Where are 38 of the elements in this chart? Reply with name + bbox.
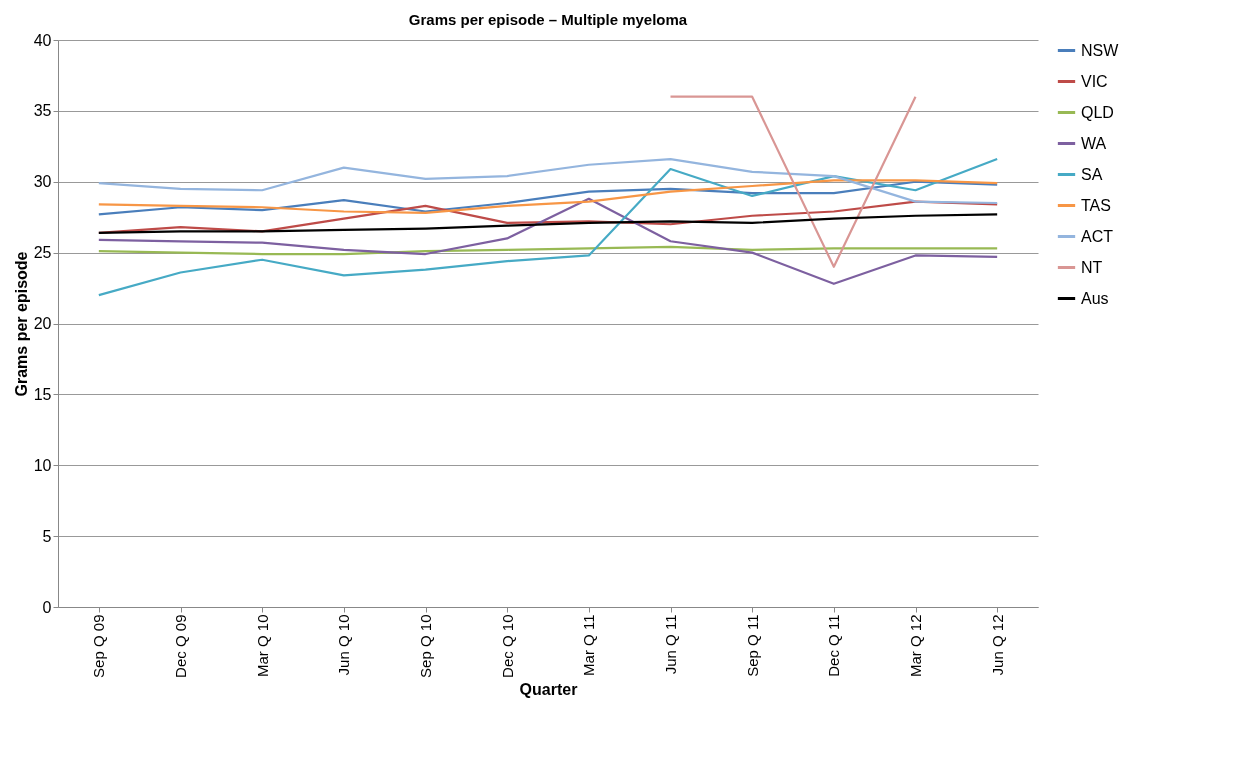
x-tick-label: Mar Q 10 <box>253 614 271 678</box>
y-tick-label: 30 <box>33 173 52 191</box>
y-tick-label: 10 <box>33 456 52 474</box>
x-tick-label: Jun Q 10 <box>335 614 353 676</box>
x-tick-label: Mar Q 12 <box>907 614 924 678</box>
x-tick-label: Mar Q 11 <box>580 614 598 676</box>
x-tick-label: Sep Q 10 <box>417 614 434 678</box>
legend-label: QLD <box>1081 103 1114 121</box>
y-axis-title: Grams per episode <box>12 251 30 397</box>
x-tick-label: Dec Q 10 <box>498 614 516 678</box>
y-tick-label: 5 <box>42 527 52 545</box>
x-tick-label: Sep Q 11 <box>743 614 761 677</box>
line-series <box>97 213 999 234</box>
legend-label: ACT <box>1081 227 1114 245</box>
x-tick-label: Dec Q 09 <box>172 614 189 678</box>
legend-label: WA <box>1081 134 1107 152</box>
legend-label: SA <box>1081 165 1103 183</box>
y-tick-label: 0 <box>42 598 52 616</box>
line-series <box>97 157 999 205</box>
line-series <box>97 245 999 256</box>
y-tick-label: 35 <box>33 102 52 120</box>
x-tick-label: Jun Q 12 <box>988 614 1006 676</box>
x-axis-title: Quarter <box>519 680 578 698</box>
legend-label: NSW <box>1081 41 1120 59</box>
y-tick-label: 15 <box>33 385 52 403</box>
chart-title: Grams per episode – Multiple myeloma <box>408 11 688 28</box>
x-tick-label: Sep Q 09 <box>90 614 108 678</box>
line-series <box>97 157 999 297</box>
y-tick-label: 40 <box>33 31 52 49</box>
legend-label: TAS <box>1081 196 1111 214</box>
line-series <box>97 197 999 285</box>
legend-label: NT <box>1081 258 1103 276</box>
x-tick-label: Dec Q 11 <box>825 614 843 677</box>
x-tick-label: Jun Q 11 <box>662 614 679 675</box>
legend-label: Aus <box>1081 289 1109 307</box>
y-tick-label: 20 <box>33 315 52 332</box>
y-tick-label: 25 <box>33 244 52 262</box>
legend-label: VIC <box>1081 72 1108 90</box>
